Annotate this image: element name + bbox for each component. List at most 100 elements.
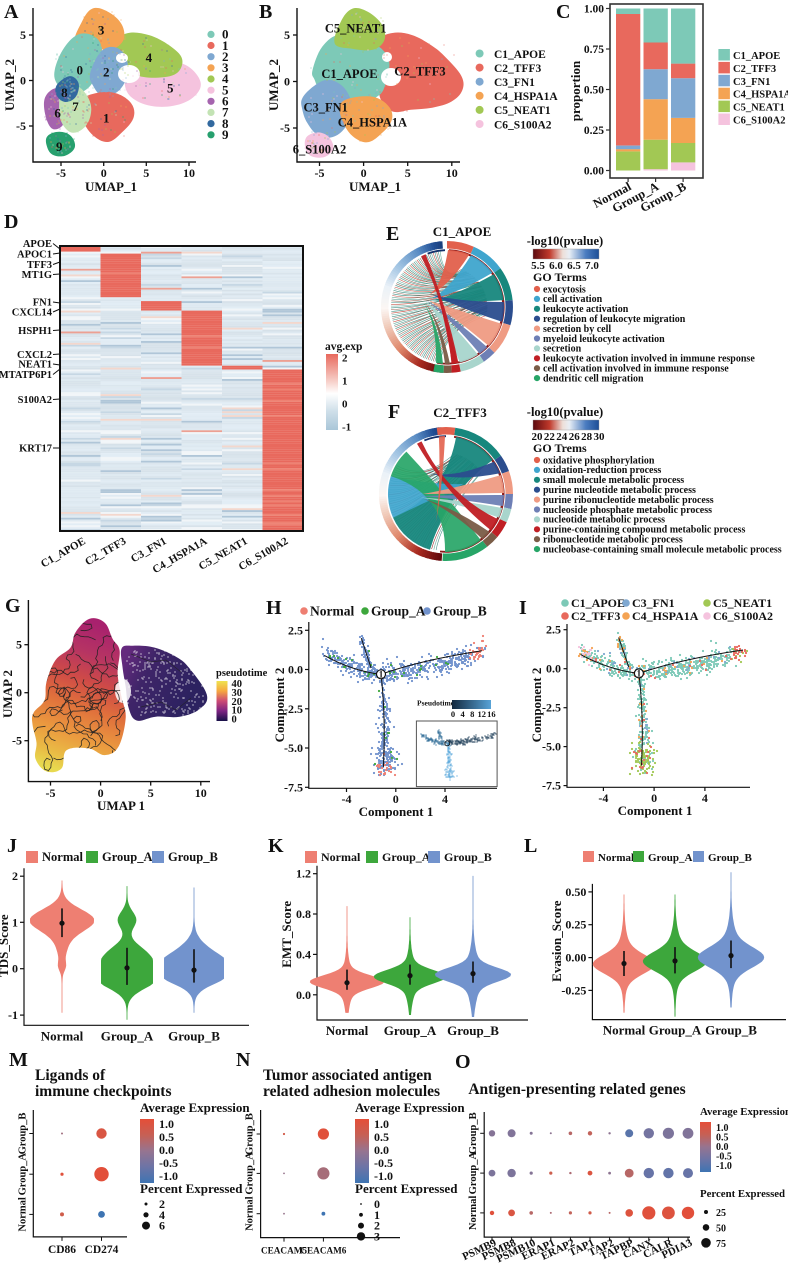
svg-text:pseudotime: pseudotime	[216, 668, 268, 679]
svg-text:40: 40	[232, 679, 243, 690]
svg-text:0: 0	[101, 166, 107, 180]
svg-text:4: 4	[146, 50, 153, 65]
svg-text:2.5: 2.5	[288, 623, 303, 637]
svg-text:CEACAM6: CEACAM6	[300, 1246, 346, 1256]
svg-text:Group_B: Group_B	[708, 852, 752, 864]
svg-text:2: 2	[159, 1197, 165, 1211]
svg-text:K: K	[268, 835, 284, 857]
svg-text:CD274: CD274	[85, 1244, 119, 1256]
svg-text:APOC1: APOC1	[17, 250, 52, 261]
svg-text:GO Terms: GO Terms	[533, 270, 587, 284]
svg-text:4: 4	[159, 1208, 165, 1222]
svg-text:Percent Expressed: Percent Expressed	[140, 1181, 243, 1196]
svg-text:1.00: 1.00	[584, 4, 604, 16]
svg-text:C2_TFF3: C2_TFF3	[394, 64, 445, 78]
svg-text:0.0: 0.0	[296, 988, 311, 1002]
svg-text:3: 3	[374, 1229, 380, 1243]
svg-text:3: 3	[98, 23, 105, 38]
svg-text:0.4: 0.4	[296, 947, 311, 961]
svg-text:0.00: 0.00	[565, 951, 586, 965]
svg-text:Normal: Normal	[603, 1023, 646, 1038]
svg-text:Percent Expressed: Percent Expressed	[700, 1188, 785, 1200]
svg-text:C2_TFF3: C2_TFF3	[494, 63, 542, 75]
svg-text:0.5: 0.5	[716, 1133, 729, 1144]
svg-text:G: G	[5, 595, 21, 617]
svg-text:Group_B: Group_B	[17, 1113, 28, 1155]
svg-text:Percent Expressed: Percent Expressed	[355, 1181, 458, 1196]
svg-text:9: 9	[56, 139, 63, 154]
svg-text:-5.0: -5.0	[542, 740, 561, 754]
svg-text:Tumor associated antigen: Tumor associated antigen	[263, 1067, 432, 1084]
svg-text:5: 5	[405, 166, 411, 180]
svg-text:-2.5: -2.5	[284, 702, 303, 716]
svg-text:Component 1: Component 1	[618, 803, 693, 818]
svg-text:1: 1	[103, 111, 110, 126]
svg-text:Normal: Normal	[245, 1196, 256, 1230]
svg-text:-7.5: -7.5	[284, 780, 303, 794]
svg-text:0: 0	[77, 63, 84, 78]
svg-text:secretion by cell: secretion by cell	[543, 324, 611, 335]
svg-text:C1_APOE: C1_APOE	[494, 49, 546, 61]
svg-text:C5_NEAT1: C5_NEAT1	[494, 105, 551, 117]
svg-text:Group_B: Group_B	[468, 1112, 479, 1154]
svg-text:6: 6	[159, 1219, 165, 1233]
svg-text:5: 5	[284, 28, 290, 42]
svg-text:small molecule metabolic proce: small molecule metabolic process	[543, 475, 684, 486]
svg-text:1.0: 1.0	[159, 1117, 174, 1131]
svg-text:1: 1	[222, 38, 229, 53]
svg-text:10: 10	[446, 166, 458, 180]
svg-text:E: E	[386, 223, 399, 245]
svg-text:1.0: 1.0	[716, 1123, 729, 1134]
svg-text:4: 4	[460, 709, 465, 719]
svg-text:C4_HSPA1A: C4_HSPA1A	[338, 115, 407, 129]
svg-text:0.50: 0.50	[565, 885, 586, 899]
svg-text:nucleobase-containing small mo: nucleobase-containing small molecule met…	[543, 544, 782, 555]
svg-text:5.5: 5.5	[531, 260, 545, 272]
svg-text:-5.0: -5.0	[284, 741, 303, 755]
svg-text:Group_A: Group_A	[648, 852, 692, 864]
svg-text:-4: -4	[342, 792, 352, 806]
svg-text:8: 8	[222, 116, 229, 131]
svg-text:5: 5	[148, 786, 154, 800]
svg-text:25: 25	[716, 1208, 726, 1219]
svg-text:C3_FN1: C3_FN1	[632, 596, 675, 610]
svg-text:Normal: Normal	[598, 852, 634, 864]
svg-text:1.0: 1.0	[374, 1117, 389, 1131]
svg-text:0: 0	[222, 27, 229, 42]
svg-text:30: 30	[594, 431, 606, 443]
svg-text:B: B	[259, 1, 272, 23]
svg-text:purine nucleotide metabolic pr: purine nucleotide metabolic process	[543, 485, 696, 496]
svg-text:10: 10	[232, 706, 243, 717]
svg-text:cell activation involved in im: cell activation involved in immune respo…	[543, 364, 729, 375]
svg-text:exocytosis: exocytosis	[543, 284, 586, 295]
svg-text:0: 0	[451, 709, 455, 719]
svg-text:6: 6	[222, 94, 229, 109]
svg-text:0: 0	[284, 75, 290, 89]
svg-text:20: 20	[232, 697, 243, 708]
svg-text:0: 0	[20, 74, 26, 88]
svg-text:C3_FN1: C3_FN1	[303, 101, 347, 115]
svg-text:oxidation-reduction process: oxidation-reduction process	[543, 465, 661, 476]
svg-text:Group_A: Group_A	[245, 1152, 256, 1195]
svg-text:3: 3	[222, 60, 229, 75]
svg-text:dendritic cell migration: dendritic cell migration	[543, 373, 644, 384]
svg-text:NEAT1: NEAT1	[18, 360, 52, 371]
svg-text:0.5: 0.5	[374, 1130, 389, 1144]
svg-text:5: 5	[167, 81, 174, 96]
svg-text:5: 5	[20, 28, 26, 42]
svg-text:L: L	[524, 835, 537, 857]
svg-text:0.8: 0.8	[296, 907, 311, 921]
svg-text:Group_B: Group_B	[447, 1023, 499, 1038]
svg-text:C5_NEAT1: C5_NEAT1	[713, 596, 772, 610]
svg-text:-1: -1	[8, 1008, 18, 1022]
svg-text:C: C	[556, 1, 570, 23]
svg-text:0.0: 0.0	[546, 662, 561, 676]
svg-text:Group_B: Group_B	[168, 1028, 220, 1043]
svg-text:C5_NEAT1: C5_NEAT1	[733, 103, 785, 114]
svg-text:A: A	[4, 1, 19, 23]
svg-text:secretion: secretion	[543, 344, 582, 355]
svg-text:-7.5: -7.5	[542, 779, 561, 793]
svg-text:12: 12	[478, 709, 487, 719]
svg-text:-log10(pvalue): -log10(pvalue)	[527, 234, 603, 248]
svg-text:Group_A: Group_A	[102, 850, 152, 864]
